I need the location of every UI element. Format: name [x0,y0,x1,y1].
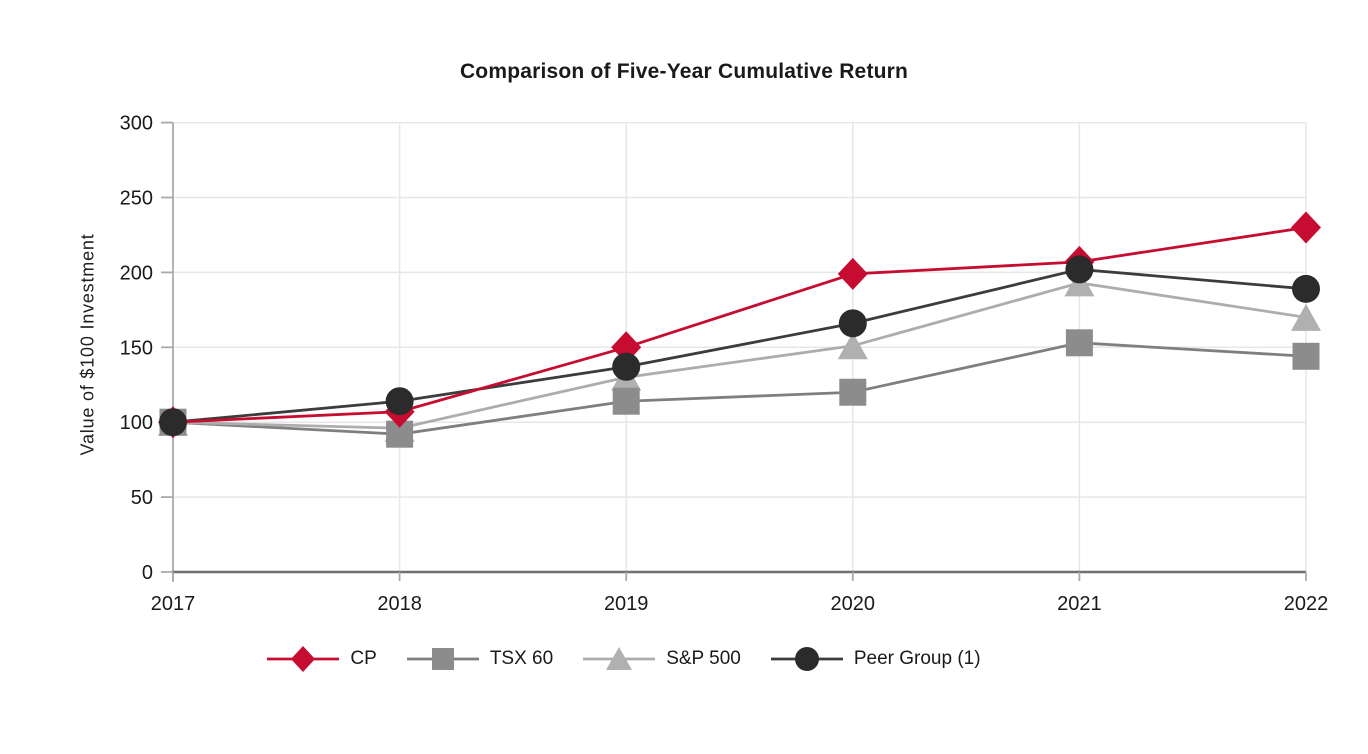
series-line-cp [172,226,1307,424]
y-tick-label: 300 [120,113,153,135]
legend-label-s-p-500: S&P 500 [666,648,741,669]
chart-title: Comparison of Five-Year Cumulative Retur… [459,60,909,83]
y-tick-label: 0 [142,562,153,584]
legend-label-tsx-60: TSX 60 [489,648,554,669]
legend-label-cp: CP [350,648,377,669]
legend-diamond-icon [267,646,340,672]
marker-tsx-60-2019 [612,387,640,415]
chart-legend: CP TSX 60 S&P 500 Peer Group (1) [0,642,1368,676]
series-line-s-p-500 [172,281,1307,430]
marker-tsx-60-2020 [839,378,867,406]
legend-square-icon [406,648,479,670]
legend-item-tsx-60: TSX 60 [406,642,554,676]
x-tick-label: 2020 [831,593,876,615]
marker-s-p-500-2022 [1291,303,1321,331]
marker-peer-group-1-2022 [1292,274,1320,303]
marker-peer-group-1-2017 [159,408,187,437]
x-tick-label: 2019 [604,593,649,615]
legend-item-peer-group-1: Peer Group (1) [770,642,981,676]
y-tick-label: 250 [120,188,153,210]
marker-peer-group-1-2019 [612,352,641,381]
legend-item-cp: CP [267,642,377,676]
x-tick-label: 2018 [377,593,422,615]
marker-tsx-60-2021 [1065,329,1093,357]
legend-item-s-p-500: S&P 500 [583,642,741,676]
marker-peer-group-1-2021 [1065,255,1094,284]
x-tick-label: 2017 [151,593,196,615]
marker-peer-group-1-2020 [838,309,867,338]
y-tick-label: 50 [131,487,153,509]
legend-circle-icon [770,647,843,671]
series-line-tsx-60 [172,341,1307,436]
y-tick-label: 100 [120,412,153,434]
marker-s-p-500-2020 [837,332,868,360]
marker-tsx-60-2022 [1292,342,1320,370]
series-line-peer-group-1 [172,267,1307,424]
marker-cp-2022 [1291,211,1321,244]
x-tick-label: 2021 [1057,593,1102,615]
x-tick-label: 2022 [1284,593,1329,615]
y-tick-label: 150 [120,337,153,359]
marker-cp-2020 [837,257,868,290]
legend-label-peer-group-1: Peer Group (1) [853,648,981,669]
marker-peer-group-1-2018 [385,387,414,416]
legend-triangle-icon [583,647,656,670]
y-tick-label: 200 [120,262,153,284]
